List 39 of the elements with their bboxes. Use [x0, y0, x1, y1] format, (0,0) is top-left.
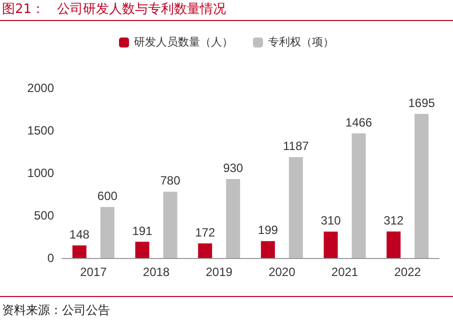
data-label: 191: [132, 224, 153, 238]
y-tick-label: 2000: [27, 81, 54, 95]
y-tick-label: 1000: [27, 166, 54, 180]
bar: [100, 207, 114, 258]
data-label: 310: [320, 214, 342, 228]
bar: [386, 231, 401, 258]
data-label: 312: [384, 213, 404, 228]
bar: [198, 243, 212, 258]
bar: [135, 242, 150, 258]
data-label: 1187: [283, 139, 310, 154]
bar: [260, 241, 275, 258]
data-label: 199: [258, 223, 278, 238]
x-tick-label: 2017: [80, 265, 108, 279]
bar: [163, 192, 178, 258]
x-tick-label: 2021: [331, 265, 358, 279]
chart-title: 图21： 公司研发人数与专利数量情况: [2, 1, 226, 18]
x-tick-label: 2018: [142, 265, 170, 279]
text: 资料来源：公司公告: [2, 302, 110, 319]
legend-label: 专利权（项）: [268, 36, 334, 48]
bar: [414, 114, 429, 258]
data-label: 172: [195, 225, 216, 240]
bar: [324, 232, 338, 258]
x-tick-label: 2019: [206, 265, 233, 279]
x-tick-label: 2022: [394, 265, 422, 279]
data-label: 1466: [345, 115, 372, 130]
data-label: 1695: [408, 96, 436, 110]
y-tick-label: 1500: [27, 124, 54, 138]
bar: [288, 157, 303, 258]
bar: [352, 133, 366, 258]
y-tick-label: 500: [34, 208, 54, 222]
bar: [226, 178, 240, 258]
x-tick-label: 2020: [268, 265, 296, 279]
data-label: 780: [160, 174, 181, 188]
data-label: 930: [223, 160, 244, 175]
bar: [72, 245, 86, 258]
y-tick-label: 0: [47, 251, 54, 265]
data-label: 600: [97, 189, 118, 203]
data-label: 148: [69, 227, 90, 242]
legend-label: 研发人员数量（人）: [134, 36, 233, 48]
